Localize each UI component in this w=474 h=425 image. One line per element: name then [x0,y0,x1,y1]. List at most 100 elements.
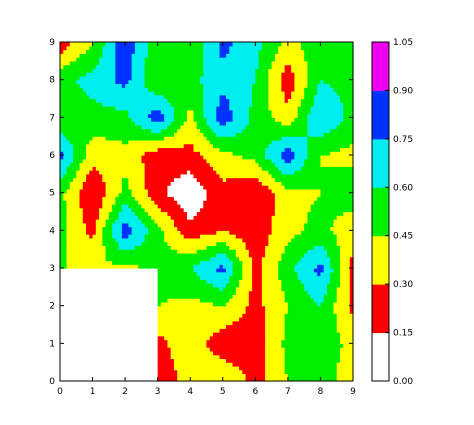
contour-cell [183,143,195,149]
contour-cell [209,335,266,341]
contour-cell [173,132,204,137]
contour-cell [115,106,175,111]
contour-cell [154,200,178,205]
contour-cell [131,226,149,231]
contour-cell [265,358,286,363]
contour-cell [115,45,136,51]
contour-cell [66,215,84,220]
contour-cell [157,301,162,307]
contour-cell [287,98,302,103]
contour-cell [199,275,230,280]
contour-cell [336,124,354,130]
contour-cell [105,188,123,194]
contour-cell [313,102,344,107]
contour-cell [287,377,338,382]
contour-cell [281,83,295,88]
contour-cell [177,373,247,378]
contour-cell [157,309,247,314]
contour-cell [134,245,172,250]
contour-cell [60,237,68,243]
contour-cell [60,113,129,118]
contour-cell [206,339,266,344]
contour-cell [60,162,71,167]
contour-cell [73,177,87,182]
contour-cell [164,94,204,100]
contour-cell [339,354,354,359]
contour-cell [60,200,68,205]
y-tick-label: 8 [49,76,55,86]
contour-cell [128,177,146,182]
contour-cell [66,234,90,239]
contour-cell [128,113,149,118]
contour-cell [287,305,335,311]
contour-cell [304,49,354,54]
contour-cell [60,117,133,122]
contour-cell [294,79,309,85]
contour-cell [284,320,338,326]
contour-cell [307,79,322,85]
contour-cell [281,87,295,92]
contour-cell [66,256,107,262]
contour-cell [112,260,201,265]
contour-cell [333,309,351,314]
contour-cell [60,207,68,213]
contour-cell [229,256,240,262]
y-tick-label: 5 [49,189,55,199]
contour-cell [232,113,250,118]
contour-cell [229,298,250,303]
contour-cell [199,128,214,133]
contour-cell [304,57,354,62]
contour-cell [164,335,211,341]
contour-cell [147,188,169,194]
contour-cell [307,151,331,156]
contour-cell [339,245,354,250]
contour-cell [60,124,142,130]
contour-cell [271,188,322,194]
contour-cell [203,68,256,73]
contour-cell [284,158,292,164]
contour-cell [307,75,354,81]
contour-cell [112,203,123,209]
contour-cell [66,249,107,254]
contour-cell [115,68,133,73]
contour-cell [206,117,217,122]
contour-cell [304,222,335,228]
contour-cell [239,365,266,371]
contour-cell [300,166,354,171]
contour-cell [232,268,243,273]
contour-cell [157,339,169,344]
contour-cell [271,109,299,115]
contour-cell [281,136,309,141]
contour-cell [255,79,269,85]
contour-cell [333,219,354,224]
contour-cell [255,158,273,164]
contour-cell [203,90,253,96]
contour-cell [320,188,354,194]
contour-cell [326,290,338,295]
contour-cell [95,230,103,235]
contour-cell [60,196,64,201]
contour-cell [60,155,64,160]
contour-cell [349,143,354,149]
contour-cell [193,109,204,115]
contour-cell [294,72,309,77]
contour-cell [336,362,354,367]
contour-cell [349,279,354,284]
contour-cell [131,57,146,62]
contour-cell [167,98,204,103]
contour-cell [63,132,175,137]
contour-cell [281,79,295,85]
contour-cell [66,230,87,235]
contour-cell [258,57,276,62]
contour-cell [304,94,315,100]
contour-cell [131,207,146,213]
contour-cell [141,203,159,209]
contour-cell [128,203,142,209]
contour-cell [339,268,351,273]
contour-cell [261,42,282,47]
contour-cell [248,290,263,295]
contour-cell [252,264,263,269]
contour-cell [206,136,282,141]
contour-cell [86,147,159,152]
contour-cell [297,113,309,118]
